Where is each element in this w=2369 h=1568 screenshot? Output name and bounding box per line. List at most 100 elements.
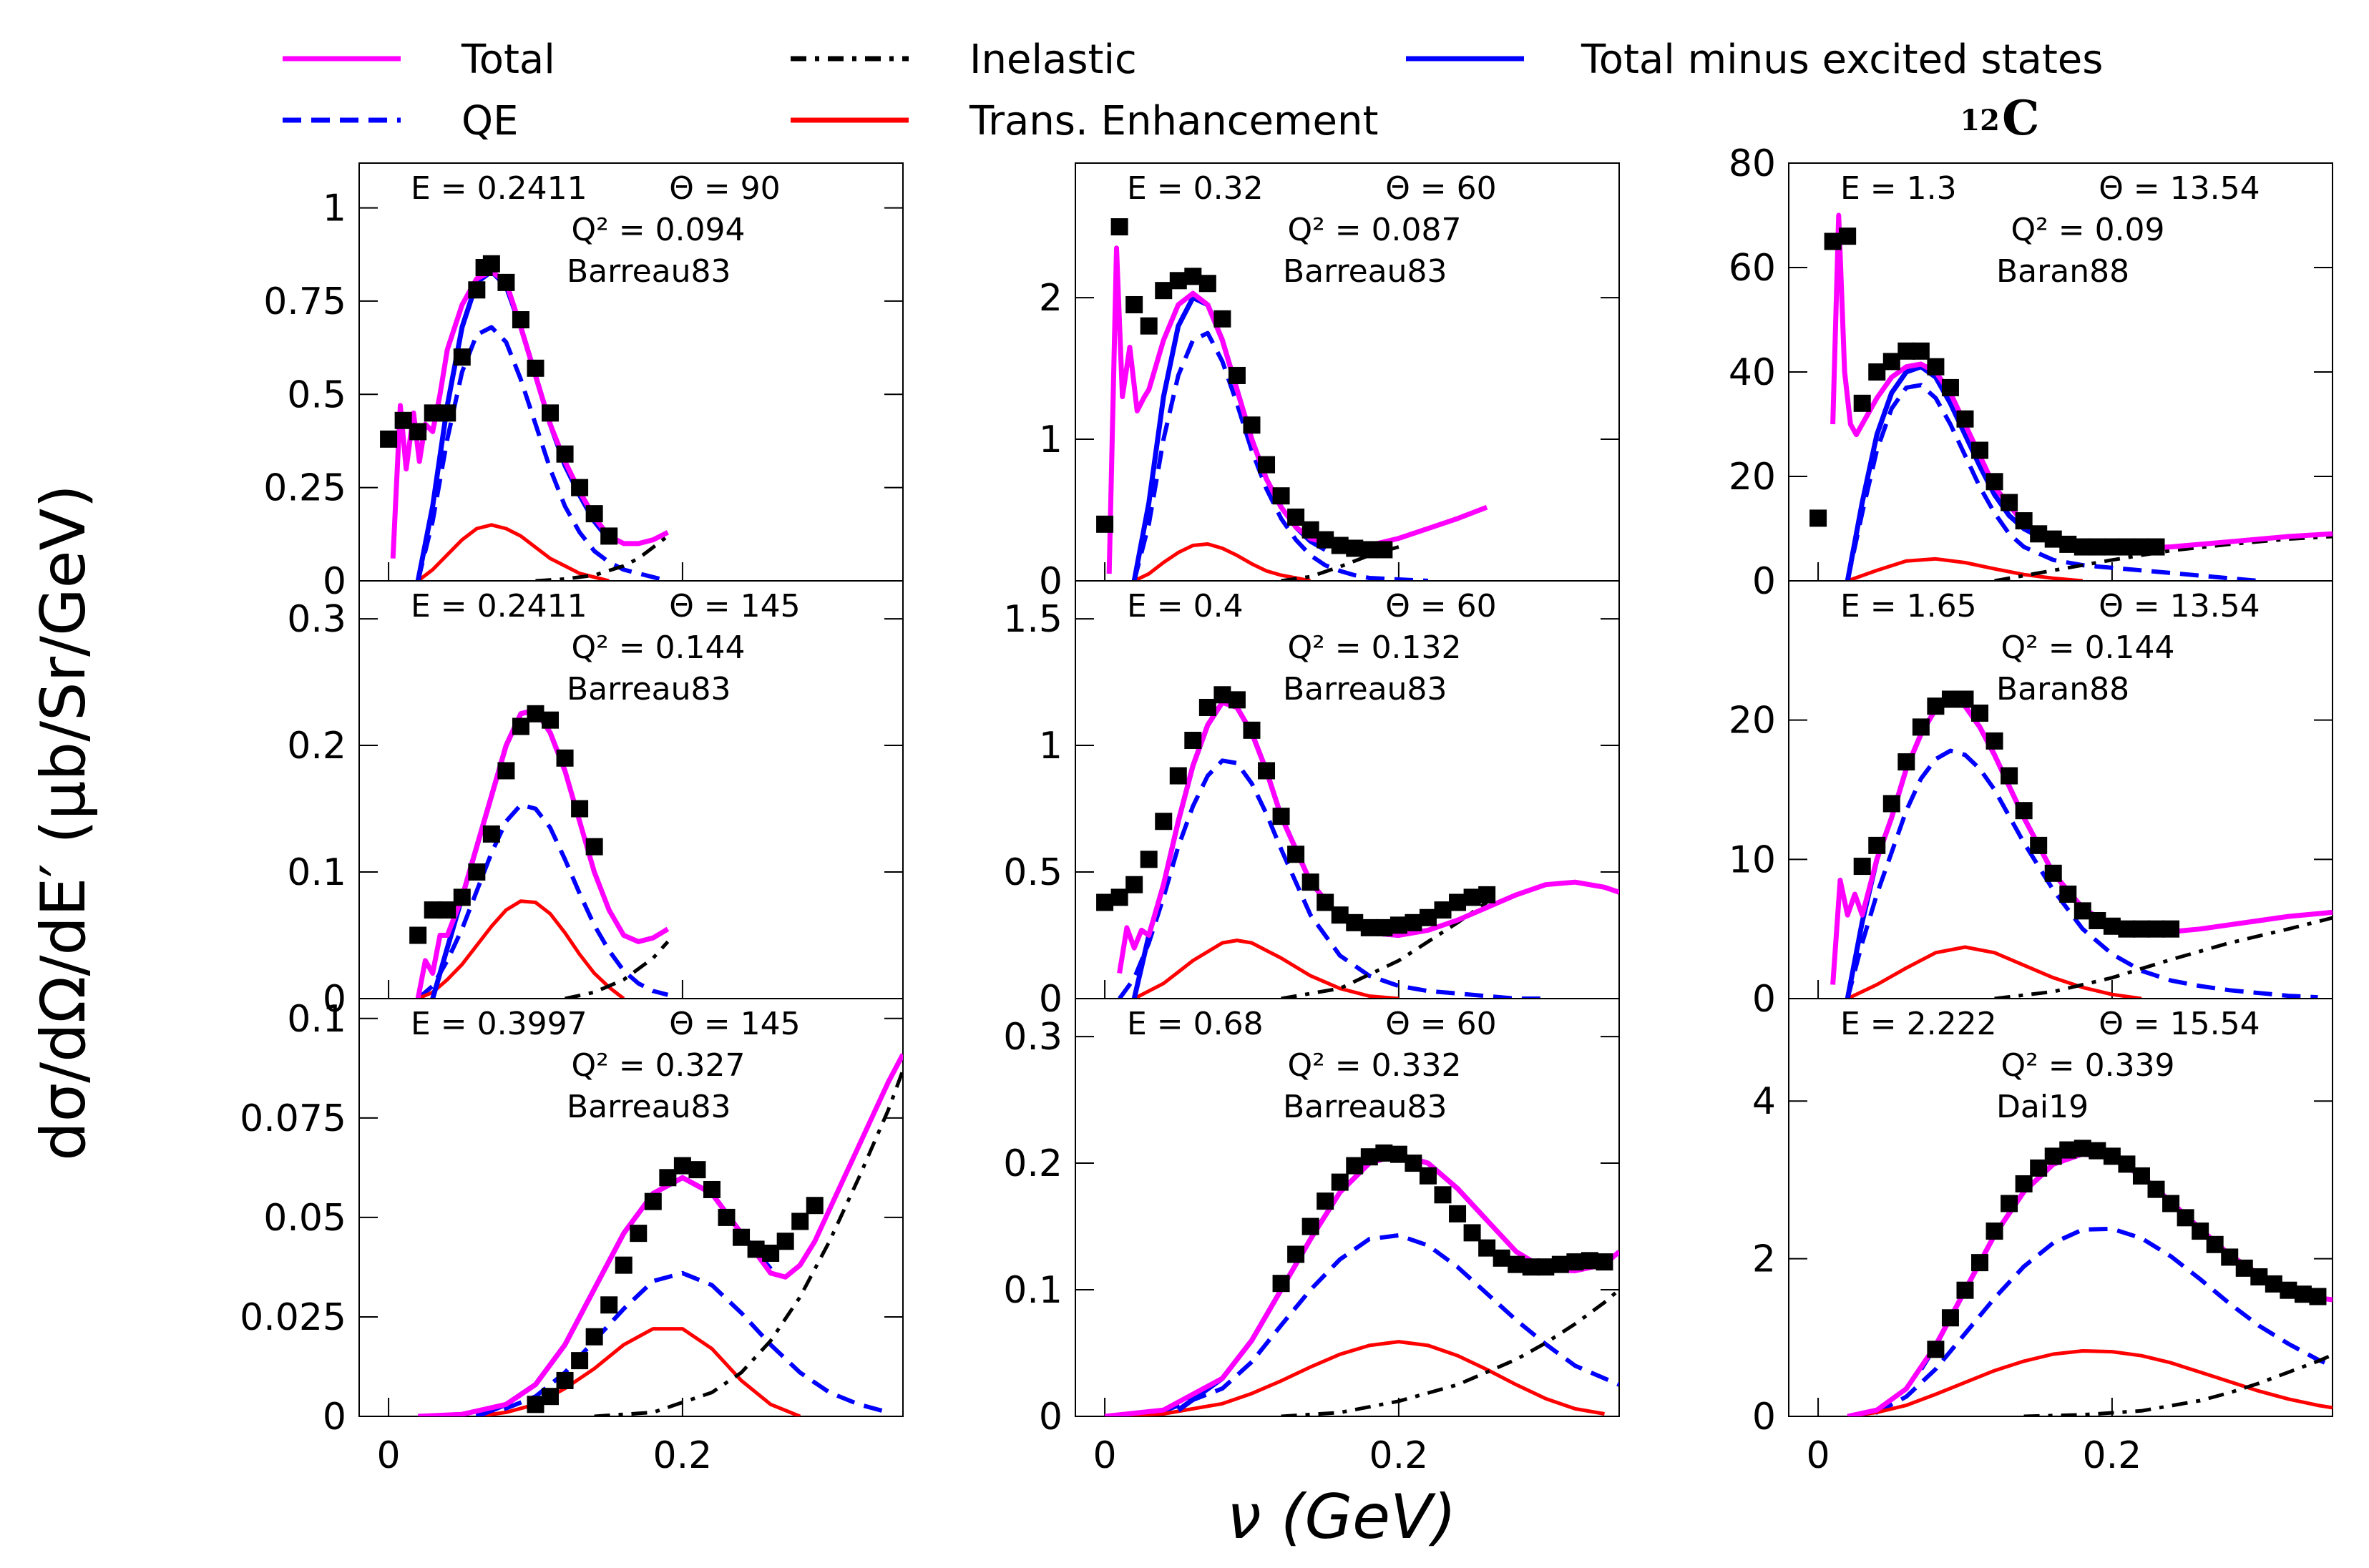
data-point <box>1971 441 1989 459</box>
data-point <box>1301 1217 1319 1235</box>
series-qe <box>446 1270 889 1416</box>
data-point <box>1537 1258 1555 1276</box>
data-point <box>1317 531 1334 549</box>
series-te <box>1104 1340 1605 1416</box>
data-point <box>2250 1268 2268 1285</box>
x-tick-label: 0.2 <box>1369 1434 1429 1477</box>
y-tick-label: 0.5 <box>1003 851 1063 894</box>
data-point <box>1140 851 1158 868</box>
panel-2: 0 1 2 E = 0.32 Θ = 60 Q² = 0.087 Barreau83 <box>1039 162 1620 603</box>
y-tick-label: 1 <box>1039 418 1063 461</box>
y-tick-label: 2 <box>1039 277 1063 320</box>
data-point <box>1272 808 1290 825</box>
data-point <box>2132 1167 2150 1185</box>
data-point <box>806 1197 824 1215</box>
data-point <box>1213 310 1231 328</box>
data-point <box>776 1233 794 1250</box>
plot-area <box>1847 1140 2333 1416</box>
panel-q2: Q² = 0.09 <box>2011 212 2164 248</box>
panel-energy: E = 0.32 <box>1127 170 1264 207</box>
y-tick-label: 0 <box>1039 1396 1063 1439</box>
y-tick-label: 80 <box>1729 142 1776 185</box>
data-point <box>1853 394 1871 412</box>
panel-angle: Θ = 60 <box>1385 170 1496 207</box>
y-tick-label: 0.025 <box>240 1296 346 1339</box>
data-point <box>380 430 398 448</box>
data-point <box>1897 753 1915 771</box>
panel-frame <box>1075 998 1620 1417</box>
data-point <box>1824 232 1842 250</box>
data-point <box>2059 535 2077 553</box>
data-point <box>2147 1180 2165 1198</box>
y-tick-label: 0.2 <box>287 725 346 768</box>
data-point <box>2162 1195 2180 1212</box>
data-point <box>2089 911 2106 929</box>
data-point <box>1389 1145 1407 1163</box>
data-point <box>1985 732 2003 750</box>
data-point <box>1317 1192 1334 1210</box>
plot-area <box>1830 690 2333 999</box>
data-point <box>1346 539 1364 557</box>
series-te <box>1133 939 1400 999</box>
data-point <box>1941 690 1959 708</box>
data-point <box>1155 282 1173 300</box>
panel-frame <box>358 998 904 1417</box>
x-tick-label: 0 <box>377 1434 401 1477</box>
data-point <box>571 800 589 818</box>
data-point <box>1184 268 1202 285</box>
data-point <box>1868 836 1886 854</box>
data-point <box>2103 538 2121 556</box>
panel-q2: Q² = 0.087 <box>1287 212 1461 248</box>
data-point <box>453 348 471 366</box>
data-point <box>1243 416 1261 434</box>
data-point <box>2015 1175 2033 1192</box>
y-tick-label: 0 <box>1039 978 1063 1021</box>
data-point <box>1287 1245 1305 1263</box>
y-tick-label: 0 <box>1752 560 1776 603</box>
data-point <box>2044 864 2062 882</box>
series-qe <box>1845 383 2260 581</box>
series-te <box>476 1327 801 1416</box>
panel-energy: E = 0.68 <box>1127 1006 1264 1042</box>
y-tick-label: 1 <box>1039 725 1063 768</box>
data-point <box>497 762 515 780</box>
data-point <box>439 404 456 422</box>
data-point <box>394 411 412 429</box>
panel-reference: Baran88 <box>1996 671 2129 707</box>
plot-area <box>380 255 669 581</box>
data-point <box>1301 873 1319 891</box>
data-point <box>2030 525 2048 543</box>
series-total <box>1104 1152 1619 1416</box>
data-point <box>1419 1167 1437 1185</box>
y-tick-label: 0.075 <box>240 1097 346 1140</box>
data-point <box>2309 1288 2327 1305</box>
y-tick-label: 0 <box>1752 1396 1776 1439</box>
data-point <box>1360 541 1378 559</box>
series-total <box>415 707 670 999</box>
data-point <box>2235 1259 2253 1277</box>
data-point <box>1287 508 1305 526</box>
panel-energy: E = 1.3 <box>1840 170 1957 207</box>
y-tick-label: 0.5 <box>287 373 346 416</box>
nucleus-mass-number: 12 <box>1960 104 2000 137</box>
data-point <box>673 1157 691 1175</box>
data-point <box>1478 1239 1496 1257</box>
data-point <box>2015 512 2033 530</box>
y-tick-label: 0.3 <box>287 598 346 641</box>
data-point <box>747 1240 765 1258</box>
legend: Total Inelastic Total minus excited states… <box>283 36 2103 144</box>
data-point <box>1434 1186 1452 1204</box>
data-point <box>527 705 544 722</box>
data-point <box>2118 1155 2136 1173</box>
data-point <box>791 1212 809 1230</box>
x-tick-label: 0 <box>1093 1434 1117 1477</box>
data-point <box>1882 353 1900 371</box>
data-point <box>1596 1253 1613 1271</box>
panel-angle: Θ = 60 <box>1385 1006 1496 1042</box>
panel-reference: Dai19 <box>1996 1089 2089 1125</box>
data-point <box>1096 515 1114 533</box>
data-point <box>1551 1255 1569 1273</box>
data-point <box>1331 906 1349 924</box>
data-point <box>468 281 486 299</box>
panel-frame <box>1788 998 2333 1417</box>
